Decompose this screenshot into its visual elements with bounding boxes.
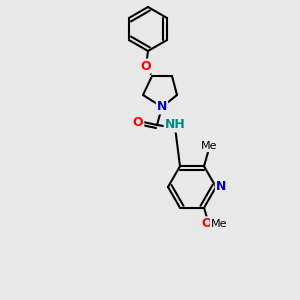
Text: Me: Me	[211, 219, 227, 229]
Text: O: O	[141, 59, 151, 73]
Text: NH: NH	[165, 118, 185, 131]
Text: N: N	[216, 181, 226, 194]
Text: N: N	[157, 100, 167, 113]
Text: Me: Me	[201, 141, 217, 151]
Text: O: O	[202, 217, 212, 230]
Text: O: O	[133, 116, 143, 128]
